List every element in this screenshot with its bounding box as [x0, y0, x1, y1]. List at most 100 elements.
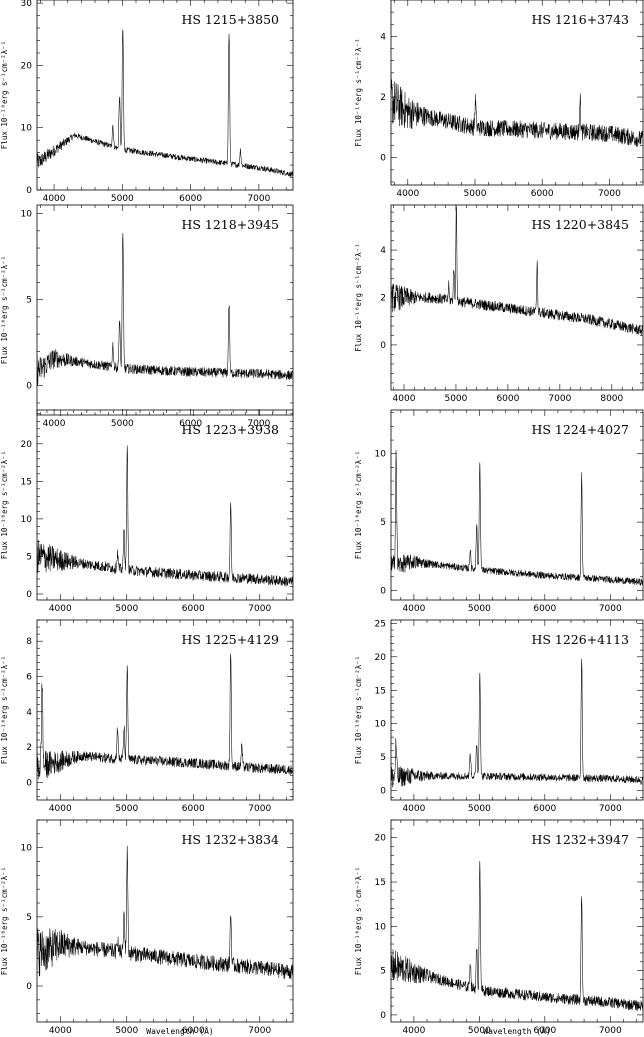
y-tick-label: 0 — [380, 1011, 386, 1021]
x-tick-label: 7000 — [599, 804, 622, 814]
x-tick-label: 6000 — [179, 419, 202, 429]
x-tick-label: 8000 — [600, 394, 623, 404]
object-title: HS 1216+3743 — [531, 12, 629, 27]
plot-frame — [390, 0, 644, 186]
y-tick-label: 5 — [26, 913, 32, 923]
x-tick-label: 7000 — [247, 194, 270, 204]
x-tick-label: 7000 — [248, 804, 271, 814]
y-tick-label: 5 — [380, 753, 386, 763]
y-tick-label: 2 — [380, 93, 386, 103]
y-tick-label: 0 — [26, 982, 32, 992]
x-tick-label: 4000 — [49, 804, 72, 814]
object-title: HS 1215+3850 — [181, 12, 279, 27]
y-axis-label: Flux 10⁻¹⁶erg s⁻¹cm⁻²λ⁻¹ — [0, 656, 9, 764]
object-title: HS 1232+3947 — [531, 832, 629, 847]
spectrum-panel-5: 4000 5000 6000 7000 0 5 10 15 20 HS 1223+3938 Flux… — [0, 409, 294, 614]
x-tick-label: 4000 — [402, 1026, 425, 1036]
object-title: HS 1220+3845 — [531, 217, 629, 232]
y-tick-label: 10 — [21, 124, 33, 134]
x-tick-label: 6000 — [179, 194, 202, 204]
spectrum-panel-4: 4000 5000 6000 7000 8000 0 2 4 HS 1220+3845 Flux … — [354, 204, 644, 404]
y-axis-label: Flux 10⁻¹⁶erg s⁻¹cm⁻²λ⁻¹ — [0, 256, 9, 364]
spectrum-panel-7: 4000 5000 6000 7000 0 2 4 6 8 HS 1225+4129 Flux 10… — [0, 619, 294, 814]
y-tick-label: 0 — [380, 154, 386, 164]
object-title: HS 1225+4129 — [181, 632, 279, 647]
y-tick-label: 20 — [21, 440, 33, 450]
plot-frame — [36, 819, 294, 1023]
plot-frame — [36, 0, 294, 191]
y-tick-label: 0 — [380, 341, 386, 351]
y-tick-label: 0 — [380, 787, 386, 797]
object-title: HS 1226+4113 — [531, 632, 629, 647]
x-tick-label: 7000 — [599, 1026, 622, 1036]
x-tick-label: 4000 — [402, 604, 425, 614]
x-tick-label: 5000 — [444, 394, 467, 404]
x-tick-label: 6000 — [182, 804, 205, 814]
y-tick-label: 25 — [375, 619, 386, 629]
x-tick-label: 4000 — [49, 604, 72, 614]
y-tick-label: 15 — [375, 878, 386, 888]
y-tick-label: 6 — [26, 672, 32, 682]
plot-frame — [36, 409, 294, 601]
y-tick-label: 10 — [375, 922, 387, 932]
spectrum-line — [36, 29, 294, 177]
y-tick-label: 15 — [375, 686, 386, 696]
spectrum-line — [390, 860, 644, 1011]
y-tick-label: 15 — [21, 477, 32, 487]
y-axis-label: Flux 10⁻¹⁶erg s⁻¹cm⁻²λ⁻¹ — [0, 867, 9, 975]
object-title: HS 1223+3938 — [181, 422, 279, 437]
object-title: HS 1232+3834 — [181, 832, 279, 847]
x-tick-label: 6000 — [496, 394, 519, 404]
object-title: HS 1218+3945 — [181, 217, 279, 232]
x-tick-label: 6000 — [182, 604, 205, 614]
x-tick-label: 5000 — [468, 1026, 491, 1036]
x-tick-label: 4000 — [396, 189, 419, 199]
x-tick-label: 7000 — [599, 604, 622, 614]
x-tick-label: 5000 — [464, 189, 487, 199]
x-tick-label: 4000 — [49, 1026, 72, 1036]
y-tick-label: 5 — [26, 552, 32, 562]
x-tick-label: 5000 — [468, 604, 491, 614]
y-tick-label: 2 — [380, 294, 386, 304]
y-tick-label: 10 — [375, 720, 387, 730]
y-tick-label: 5 — [380, 967, 386, 977]
plot-frame — [36, 204, 294, 416]
spectrum-line — [36, 232, 294, 386]
y-tick-label: 0 — [26, 382, 32, 392]
y-tick-label: 10 — [21, 515, 33, 525]
y-tick-label: 5 — [26, 296, 32, 306]
object-title: HS 1224+4027 — [531, 422, 629, 437]
x-tick-label: 5000 — [115, 604, 138, 614]
spectrum-line — [390, 658, 644, 788]
spectrum-line — [390, 449, 644, 586]
y-axis-label: Flux 10⁻¹⁶erg s⁻¹cm⁻²λ⁻¹ — [0, 451, 9, 559]
x-tick-label: 4000 — [393, 394, 416, 404]
x-tick-label: 7000 — [247, 419, 270, 429]
plot-frame — [390, 819, 644, 1023]
x-tick-label: 6000 — [533, 604, 556, 614]
y-tick-label: 4 — [380, 246, 386, 256]
x-tick-label: 4000 — [402, 804, 425, 814]
y-axis-label: Flux 10⁻¹⁶erg s⁻¹cm⁻²λ⁻¹ — [354, 243, 363, 351]
y-tick-label: 30 — [21, 0, 33, 9]
y-tick-label: 4 — [26, 708, 32, 718]
x-tick-label: 7000 — [248, 604, 271, 614]
spectrum-panel-9: 4000 5000 6000 7000 0 5 10 HS 1232+3834 Flux 10⁻… — [0, 819, 294, 1036]
x-tick-label: 6000 — [533, 1026, 556, 1036]
y-tick-label: 2 — [26, 743, 32, 753]
x-tick-label: 7000 — [248, 1026, 271, 1036]
y-tick-label: 0 — [26, 186, 32, 196]
x-axis-label: Wavelength (Å) — [146, 1025, 213, 1036]
x-tick-label: 5000 — [468, 804, 491, 814]
y-tick-label: 0 — [26, 778, 32, 788]
y-axis-label: Flux 10⁻¹⁶erg s⁻¹cm⁻²λ⁻¹ — [354, 656, 363, 764]
plot-frame — [390, 409, 644, 601]
x-tick-label: 6000 — [182, 1026, 205, 1036]
spectrum-panel-8: 4000 5000 6000 7000 0 5 10 15 20 25 HS 1226+4113 Fl… — [354, 619, 644, 814]
spectrum-panel-6: 4000 5000 6000 7000 0 5 10 HS 1224+4027 Flux 10⁻… — [354, 409, 644, 614]
spectrum-panel-1: 4000 5000 6000 7000 0 10 20 30 HS 1215+3850 Flux … — [0, 0, 294, 204]
y-axis-label: Flux 10⁻¹⁶erg s⁻¹cm⁻²λ⁻¹ — [354, 451, 363, 559]
y-tick-label: 4 — [380, 32, 386, 42]
y-axis-label: Flux 10⁻¹⁶erg s⁻¹cm⁻²λ⁻¹ — [354, 38, 363, 146]
y-tick-label: 20 — [375, 834, 387, 844]
